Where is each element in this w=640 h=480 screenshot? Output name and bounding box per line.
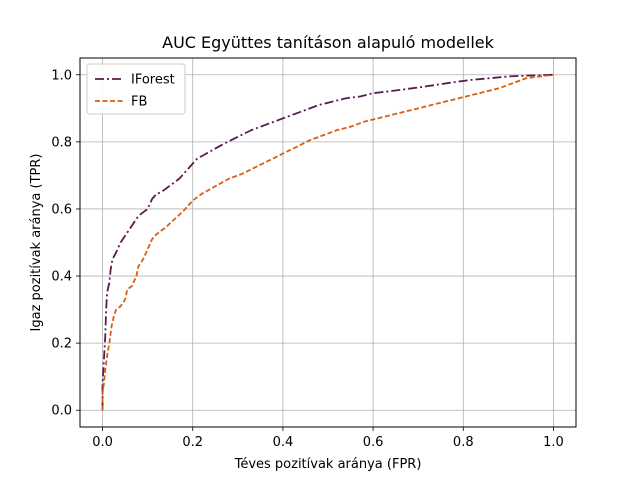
- series-layer: [101, 73, 554, 411]
- chart-title: AUC Együttes tanításon alapuló modellek: [162, 33, 494, 52]
- series-line-iforest: [101, 73, 554, 411]
- legend: IForest FB: [86, 63, 186, 115]
- legend-label-iforest: IForest: [131, 73, 175, 88]
- ticks: 0.0 0.2 0.4 0.6 0.8 1.0 0.0 0.2 0.4 0.6 0.8 1.0: [51, 68, 563, 450]
- y-tick-label: 0.0: [51, 404, 72, 419]
- y-tick-label: 0.6: [51, 202, 72, 217]
- x-tick-label: 0.8: [453, 435, 474, 450]
- x-tick-label: 0.2: [182, 435, 203, 450]
- plot-frame: [79, 57, 577, 428]
- series-line-fb: [101, 73, 554, 411]
- x-tick-label: 0.0: [92, 435, 113, 450]
- legend-label-fb: FB: [131, 95, 147, 110]
- x-tick-label: 0.6: [363, 435, 384, 450]
- y-tick-label: 1.0: [51, 68, 72, 83]
- grid: [80, 58, 576, 427]
- y-tick-label: 0.4: [51, 270, 72, 285]
- x-tick-label: 0.4: [273, 435, 294, 450]
- x-tick-label: 1.0: [543, 435, 564, 450]
- x-axis-label: Téves pozitívak aránya (FPR): [234, 457, 422, 472]
- y-axis-label: Igaz pozitívak aránya (TPR): [29, 154, 44, 332]
- y-tick-label: 0.2: [51, 337, 72, 352]
- y-tick-label: 0.8: [51, 135, 72, 150]
